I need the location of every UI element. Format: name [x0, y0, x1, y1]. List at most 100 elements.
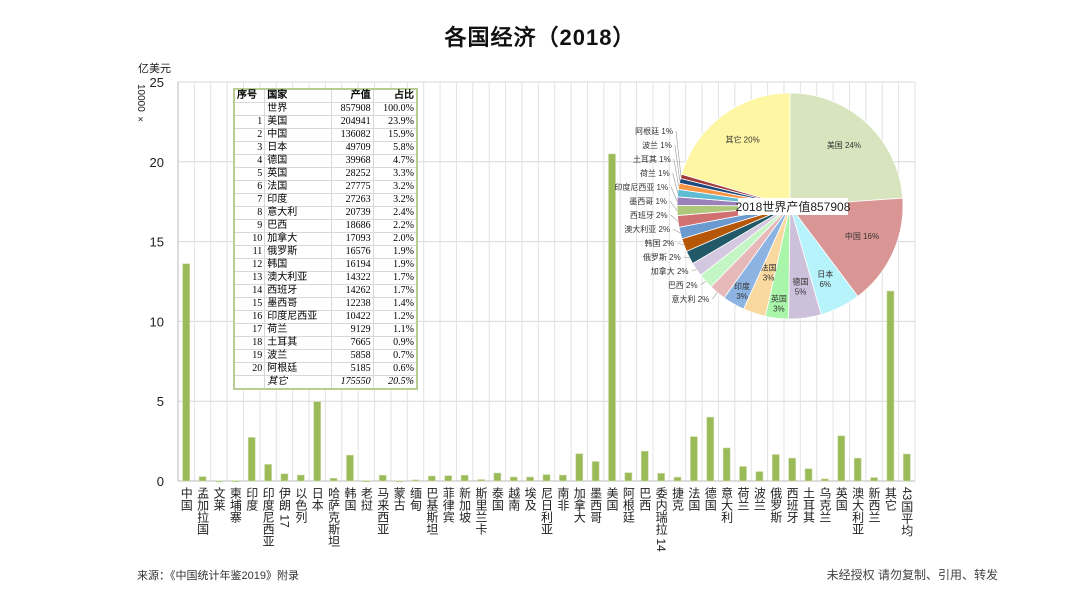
table-cell: 27775	[330, 180, 374, 194]
x-tick-label: 文莱	[212, 486, 226, 511]
pie-label: 土耳其 1%	[633, 154, 671, 164]
x-tick-label: 阿根廷	[621, 487, 635, 524]
table-cell: 49709	[330, 141, 374, 155]
table-cell: 5.8%	[372, 141, 418, 155]
table-cell: 意大利	[264, 206, 332, 220]
bar-43国平均	[903, 453, 911, 482]
bar-其它	[886, 290, 895, 482]
table-cell: 2.4%	[372, 206, 418, 220]
table-cell: 波兰	[264, 349, 332, 363]
table-row: 20 阿根廷 5185 0.6%	[233, 362, 418, 376]
table-row: 19 波兰 5858 0.7%	[233, 349, 418, 363]
x-tick-label: 南非	[556, 486, 570, 511]
x-tick-label: 英国	[834, 487, 848, 511]
x-tick-label: 巴基斯坦	[425, 487, 439, 535]
pie-label: 墨西哥 1%	[629, 197, 667, 206]
table-cell: 10	[233, 232, 266, 246]
bar-捷克	[673, 476, 682, 482]
bar-委内瑞拉 14	[657, 473, 665, 482]
bar-俄罗斯	[771, 454, 780, 482]
table-cell: 美国	[264, 115, 332, 129]
x-tick-label: 荷兰	[736, 487, 750, 511]
pie-leader-line	[691, 269, 697, 272]
table-cell: 1.7%	[372, 271, 418, 285]
x-tick-label: 柬埔寨	[228, 487, 242, 523]
bar-英国	[837, 435, 846, 482]
pie-leader-line	[674, 144, 681, 181]
bar-以色列	[297, 474, 305, 482]
table-cell: 12238	[330, 297, 374, 311]
table-cell: 16	[233, 310, 266, 324]
x-tick-label: 新加坡	[458, 486, 472, 523]
table-row: 2 中国 136082 15.9%	[233, 128, 418, 142]
table-row: 17 荷兰 9129 1.1%	[233, 323, 418, 337]
bar-柬埔寨	[231, 480, 240, 482]
bar-意大利	[722, 447, 731, 482]
bar-尼日利亚	[542, 474, 551, 482]
x-tick-label: 泰国	[490, 487, 504, 511]
pie-label: 加拿大 2%	[651, 266, 689, 276]
table-row: 世界 857908 100.0%	[233, 102, 418, 116]
bar-阿根廷	[624, 472, 633, 482]
table-cell: 3.2%	[372, 180, 418, 194]
table-cell: 2.0%	[372, 232, 418, 246]
table-cell: 16194	[330, 258, 374, 272]
table-cell: 18686	[330, 219, 374, 233]
bar-巴基斯坦	[428, 475, 436, 482]
pie-leader-line	[700, 280, 706, 286]
pie-label: 印度 3%	[734, 281, 750, 301]
table-cell: 印度尼西亚	[264, 310, 332, 324]
pie-slice-其它	[681, 92, 791, 207]
x-tick-label: 西班牙	[785, 487, 799, 523]
bar-日本	[313, 401, 322, 482]
table-row: 5 英国 28252 3.3%	[233, 167, 418, 181]
table-cell: 1.7%	[372, 284, 418, 298]
table-cell: 1.2%	[372, 310, 418, 324]
table-cell: 荷兰	[264, 323, 332, 337]
bar-墨西哥	[591, 461, 600, 482]
y-tick-label: 25	[150, 75, 164, 90]
table-cell: 世界	[264, 102, 332, 116]
table-cell: 11	[233, 245, 266, 259]
table-header: 国家	[264, 88, 332, 103]
table-row: 12 韩国 16194 1.9%	[233, 258, 418, 272]
bar-文莱	[215, 480, 223, 483]
table-cell: 中国	[264, 128, 332, 142]
bar-德国	[706, 416, 715, 482]
pie-label: 意大利 2%	[672, 294, 710, 304]
table-cell: 18	[233, 336, 266, 350]
pie-leader-line	[683, 256, 690, 258]
pie-label: 西班牙 2%	[630, 210, 668, 220]
table-cell: 17093	[330, 232, 374, 246]
table-cell: 日本	[264, 141, 332, 155]
table-cell: 2	[233, 128, 266, 142]
table-cell: 德国	[264, 154, 332, 168]
x-tick-label: 孟加拉国	[196, 487, 210, 535]
table-cell: 19	[233, 349, 266, 363]
bar-伊朗 17	[280, 473, 289, 482]
x-tick-label: 斯里兰卡	[474, 487, 488, 535]
bar-菲律宾	[444, 475, 453, 482]
table-cell: 13	[233, 271, 266, 285]
pie-leader-line	[670, 186, 678, 202]
pie-label: 美国 24%	[827, 140, 861, 150]
pie-leader-line	[669, 200, 678, 211]
table-cell: 14262	[330, 284, 374, 298]
pie-leader-line	[673, 158, 680, 187]
bar-老挝	[362, 480, 371, 482]
x-tick-label: 伊朗 17	[277, 487, 291, 528]
table-cell: 3.2%	[372, 193, 418, 207]
table-cell: 0.9%	[372, 336, 418, 350]
table-cell: 1.4%	[372, 297, 418, 311]
table-header: 序号	[233, 88, 266, 103]
y-tick-label: 10	[150, 314, 164, 329]
table-row: 其它 175550 20.5%	[233, 375, 418, 390]
pie-label: 法国 3%	[761, 262, 777, 282]
bar-缅甸	[411, 479, 420, 482]
x-tick-label: 马来西亚	[376, 487, 390, 535]
bar-越南	[509, 476, 518, 482]
table-cell: 9129	[330, 323, 374, 337]
table-cell	[233, 375, 266, 390]
x-tick-label: 加拿大	[572, 487, 586, 523]
pie-leader-line	[670, 214, 679, 222]
